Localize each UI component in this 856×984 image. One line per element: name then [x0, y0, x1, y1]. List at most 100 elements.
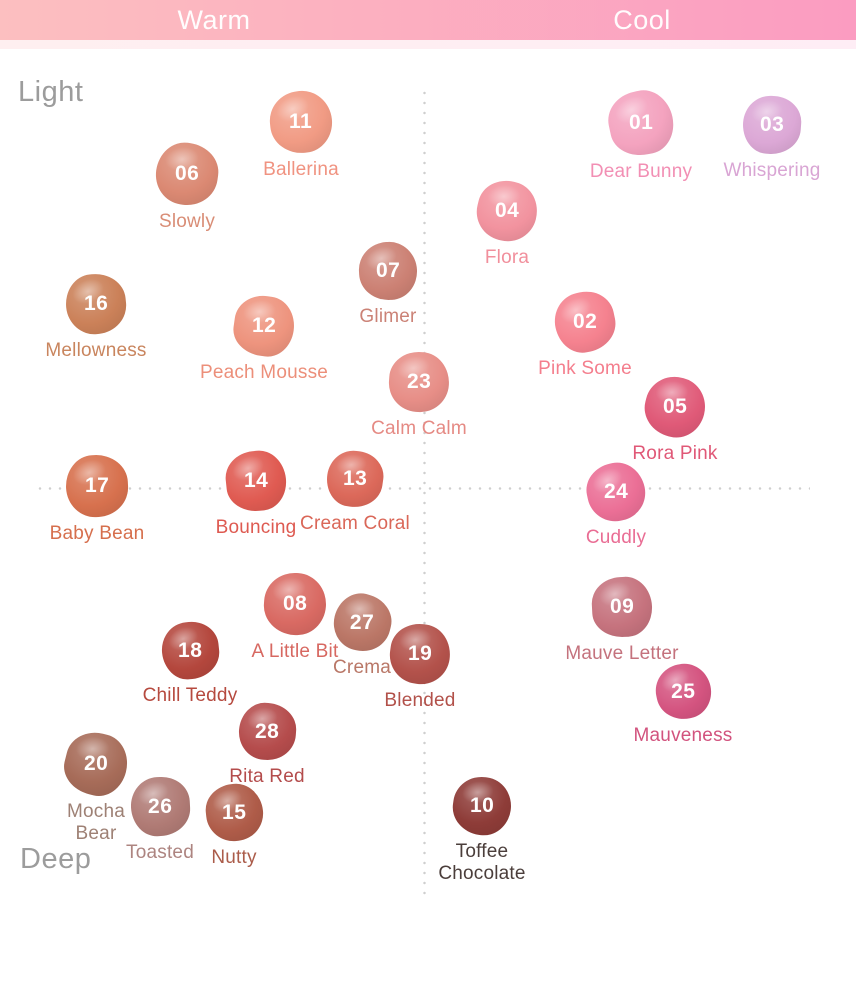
lipstick-swatch-blob-20[interactable]: 20	[58, 726, 134, 802]
shade-number: 20	[83, 751, 109, 775]
shade-number: 07	[375, 259, 401, 283]
shade-number: 18	[177, 638, 203, 662]
shade-number: 24	[603, 480, 629, 504]
shade-name-line: Mellowness	[45, 340, 147, 361]
lipstick-swatch-blob-17[interactable]: 17	[64, 453, 130, 519]
shade-number: 09	[609, 595, 635, 619]
shade-number: 03	[759, 112, 785, 136]
shade-name-label: Nutty	[211, 847, 256, 869]
lipstick-swatch-blob-26[interactable]: 26	[128, 774, 192, 838]
shade-number: 08	[282, 591, 308, 615]
shade-name-line: Ballerina	[263, 159, 339, 180]
shade-name-line: Bear	[75, 823, 117, 844]
shade-name-line: Slowly	[158, 211, 216, 232]
shade-number: 25	[670, 679, 696, 703]
shade-name-label: Mellowness	[45, 340, 146, 362]
shade-number: 27	[349, 609, 375, 633]
shade-name-line: Rita Red	[229, 765, 305, 787]
shade-name-line: Glimer	[359, 306, 417, 327]
shade-name-line: Toasted	[126, 841, 194, 863]
shade-name-label: Baby Bean	[50, 523, 145, 545]
shade-name-label: Bouncing	[216, 517, 297, 539]
warm-axis-title: Warm	[177, 4, 251, 35]
shade-name-label: Ballerina	[263, 159, 339, 181]
shade-name-label: Mauveness	[634, 725, 733, 747]
shade-name-line: Pink Some	[538, 358, 632, 379]
shade-number: 15	[221, 800, 247, 824]
shade-name-line: Nutty	[211, 846, 257, 868]
lipstick-swatch-blob-09[interactable]: 09	[590, 575, 654, 639]
shade-name-label: Cream Coral	[300, 513, 410, 535]
horizontal-axis-dotted-line	[35, 487, 810, 490]
warm-header-half: Warm	[0, 0, 428, 40]
shade-name-line: Blended	[384, 690, 456, 711]
shade-name-label: Flora	[485, 247, 529, 269]
lipstick-swatch-blob-25[interactable]: 25	[650, 658, 716, 724]
shade-name-label: Chill Teddy	[143, 685, 238, 707]
cool-header-half: Cool	[428, 0, 856, 40]
lipstick-swatch-blob-15[interactable]: 15	[202, 780, 266, 844]
shade-name-line: Cream Coral	[300, 513, 410, 534]
lipstick-swatch-blob-02[interactable]: 02	[549, 286, 621, 358]
shade-name-line: Peach Mousse	[199, 362, 329, 383]
lipstick-swatch-blob-03[interactable]: 03	[741, 94, 803, 156]
shade-name-line: Mauve Letter	[565, 643, 679, 664]
lipstick-swatch-blob-18[interactable]: 18	[158, 618, 222, 682]
shade-number: 12	[251, 313, 277, 337]
shade-number: 04	[494, 198, 520, 222]
lipstick-swatch-blob-13[interactable]: 13	[323, 447, 387, 511]
lipstick-swatch-blob-05[interactable]: 05	[638, 370, 712, 444]
shade-number: 14	[243, 469, 269, 493]
shade-name-line: A Little Bit	[251, 641, 339, 662]
lipstick-swatch-blob-04[interactable]: 04	[470, 174, 544, 248]
shade-number: 11	[289, 110, 313, 134]
header-fade-strip	[0, 40, 856, 49]
shade-name-line: Rora Pink	[632, 443, 718, 464]
shade-name-label: Mocha Bear	[67, 801, 125, 845]
lipstick-swatch-blob-07[interactable]: 07	[357, 240, 419, 302]
shade-number: 10	[469, 793, 495, 817]
shade-name-line: Cuddly	[585, 527, 647, 548]
lipstick-swatch-blob-16[interactable]: 16	[63, 271, 129, 337]
vertical-axis-dotted-line	[423, 88, 426, 895]
lipstick-swatch-blob-08[interactable]: 08	[261, 570, 329, 638]
shade-name-label: Toasted	[126, 842, 194, 864]
shade-name-line: Crema	[332, 656, 392, 678]
lipstick-swatch-blob-06[interactable]: 06	[151, 138, 223, 210]
shade-name-label: Pink Some	[538, 358, 632, 380]
shade-name-line: Chocolate	[438, 863, 526, 884]
shade-name-label: A Little Bit	[252, 641, 339, 663]
shade-name-line: Toffee	[455, 841, 509, 862]
shade-number: 01	[628, 111, 654, 135]
shade-name-line: Whispering	[723, 160, 821, 181]
lipstick-swatch-blob-11[interactable]: 11	[266, 87, 336, 157]
shade-number: 23	[406, 369, 432, 393]
shade-number: 19	[407, 641, 433, 665]
shade-name-label: Dear Bunny	[590, 161, 692, 183]
lipstick-swatch-blob-01[interactable]: 01	[603, 85, 679, 161]
shade-name-line: Flora	[484, 247, 530, 268]
shade-name-line: Mauveness	[633, 724, 733, 746]
lipstick-swatch-blob-24[interactable]: 24	[581, 457, 651, 527]
shade-number: 13	[342, 466, 368, 490]
shade-name-line: Dear Bunny	[589, 161, 693, 182]
lipstick-swatch-blob-12[interactable]: 12	[230, 292, 298, 360]
shade-name-label: Calm Calm	[371, 418, 467, 440]
shade-name-label: Cuddly	[586, 527, 646, 549]
shade-name-line: Chill Teddy	[142, 684, 238, 706]
lipstick-swatch-blob-10[interactable]: 10	[449, 773, 515, 839]
shade-name-line: Calm Calm	[371, 418, 467, 439]
shade-name-line: Mocha	[66, 801, 126, 822]
shade-name-label: Crema	[333, 657, 391, 679]
lipstick-swatch-blob-19[interactable]: 19	[386, 620, 454, 688]
shade-name-label: Rora Pink	[632, 443, 717, 465]
shade-name-label: Mauve Letter	[565, 643, 678, 665]
lipstick-swatch-blob-28[interactable]: 28	[236, 700, 298, 762]
lipstick-swatch-blob-23[interactable]: 23	[386, 349, 452, 415]
shade-number: 05	[662, 394, 688, 418]
shade-name-label: Toffee Chocolate	[438, 841, 525, 885]
cool-axis-title: Cool	[613, 4, 671, 35]
lipstick-swatch-blob-14[interactable]: 14	[223, 448, 289, 514]
shade-name-label: Whispering	[723, 160, 820, 182]
